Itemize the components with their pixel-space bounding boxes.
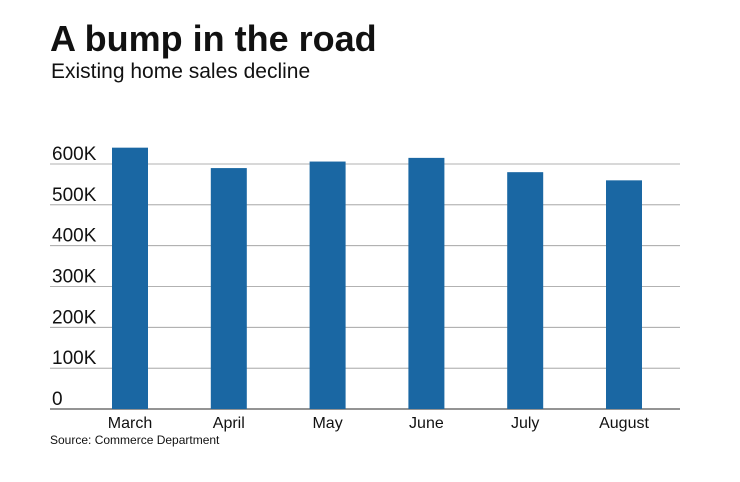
x-tick-label: May [312,415,342,432]
bar-april [210,168,247,409]
y-tick-label: 300K [52,267,97,288]
bar-march [112,147,148,409]
y-tick-label: 200K [52,307,97,328]
bar-may [309,161,346,409]
x-tick-label: August [599,415,649,432]
bar-august [606,180,642,409]
x-tick-label: July [511,415,539,432]
x-tick-label: June [409,415,444,432]
bar-july [507,172,544,409]
source-note: Source: Commerce Department [50,433,220,447]
x-tick-label: April [213,415,245,432]
y-tick-label: 400K [52,226,97,247]
y-tick-label: 100K [52,348,97,369]
x-tick-label: March [108,415,152,432]
y-tick-label: 500K [52,185,97,206]
chart-title: A bump in the road [50,18,377,59]
y-tick-label: 0 [52,389,63,410]
chart-subtitle: Existing home sales decline [51,60,311,83]
y-tick-label: 600K [52,144,97,165]
bar-june [408,157,445,409]
